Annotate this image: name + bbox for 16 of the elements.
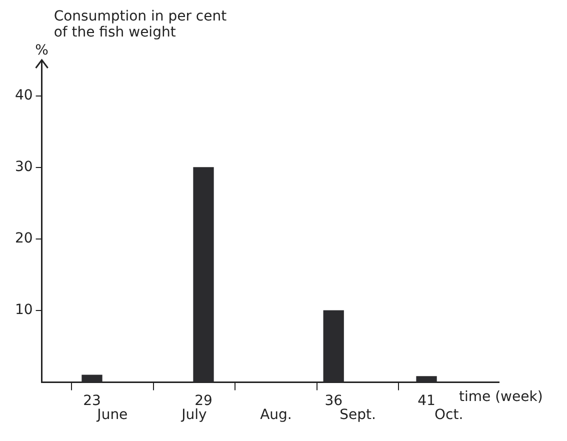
x-axis-title: time (week) [459, 388, 543, 405]
y-axis-title: % [35, 42, 48, 59]
x-tick-label: 41 [418, 393, 436, 410]
y-tick-label: 10 [14, 302, 33, 318]
x-tick-label: 29 [194, 393, 212, 410]
x-tick-label: 23 [83, 393, 101, 410]
text: June [96, 406, 128, 423]
text: Sept. [340, 406, 376, 423]
chart-title: Consumption in per cent of the fish weight [54, 8, 228, 41]
y-tick-label: 40 [14, 87, 33, 104]
y-tick-label: 20 [14, 230, 33, 247]
text: Oct. [434, 406, 464, 423]
x-tick-label: 36 [324, 393, 343, 410]
text: July [180, 406, 207, 423]
text: Aug. [260, 406, 292, 423]
y-tick-label: 30 [14, 159, 33, 176]
